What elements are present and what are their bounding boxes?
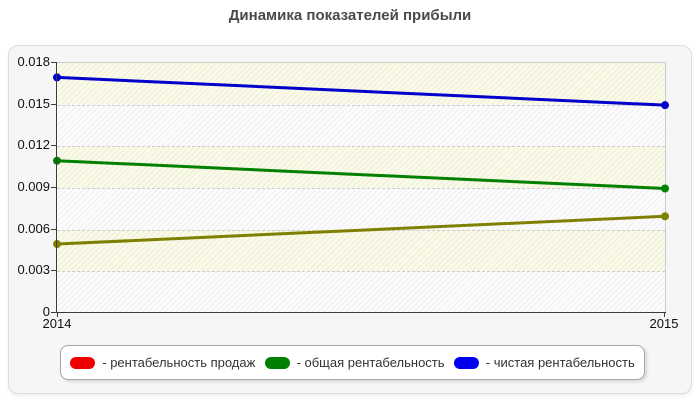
data-point-marker: [661, 101, 669, 110]
legend-swatch: [264, 356, 290, 369]
y-tick-mark: [51, 270, 56, 272]
legend-entry: - общая рентабельность: [264, 355, 445, 370]
y-tick-label: 0.009: [17, 179, 50, 194]
y-tick-label: 0.003: [17, 262, 50, 278]
series-line: [56, 159, 666, 190]
x-tick-label: 2015: [649, 316, 679, 331]
legend-label: - рентабельность продаж: [102, 355, 256, 370]
legend-label: - чистая рентабельность: [485, 355, 635, 370]
data-point-marker: [53, 240, 61, 249]
y-tick-mark: [51, 187, 56, 188]
series-line: [56, 214, 666, 246]
y-axis-line: [56, 62, 57, 313]
legend-swatch: [70, 356, 96, 369]
x-tick-mark: [57, 313, 58, 317]
data-point-marker: [53, 73, 61, 82]
legend-entry: - чистая рентабельность: [453, 355, 635, 370]
y-tick-label: 0.015: [17, 95, 50, 111]
y-tick-mark: [51, 103, 56, 105]
y-tick-mark: [51, 62, 56, 63]
legend-swatch: [453, 356, 479, 369]
y-tick-label: 0.006: [17, 220, 50, 236]
x-tick-label: 2014: [42, 316, 72, 331]
data-point-marker: [661, 212, 669, 221]
gridline: [57, 104, 665, 106]
plot-area: [53, 62, 669, 313]
chart-title: Динамика показателей прибыли: [228, 7, 472, 24]
legend-label: - общая рентабельность: [296, 355, 445, 370]
line-series-layer: [53, 73, 669, 249]
y-tick-mark: [51, 145, 56, 147]
legend: - рентабельность продаж - общая рентабель…: [60, 345, 645, 380]
y-tick-label: 0.012: [17, 137, 50, 153]
data-point-marker: [53, 156, 61, 165]
x-tick-mark: [664, 313, 665, 317]
series-line: [56, 75, 666, 107]
x-axis-line: [56, 312, 666, 313]
y-tick-mark: [51, 228, 56, 230]
data-point-marker: [661, 184, 669, 193]
y-tick-mark: [51, 312, 56, 313]
y-tick-label: 0: [42, 304, 50, 319]
gridline: [57, 188, 665, 189]
gridline: [57, 271, 665, 273]
gridline: [57, 146, 665, 148]
legend-entry: - рентабельность продаж: [70, 355, 255, 370]
y-tick-label: 0.018: [17, 54, 50, 69]
